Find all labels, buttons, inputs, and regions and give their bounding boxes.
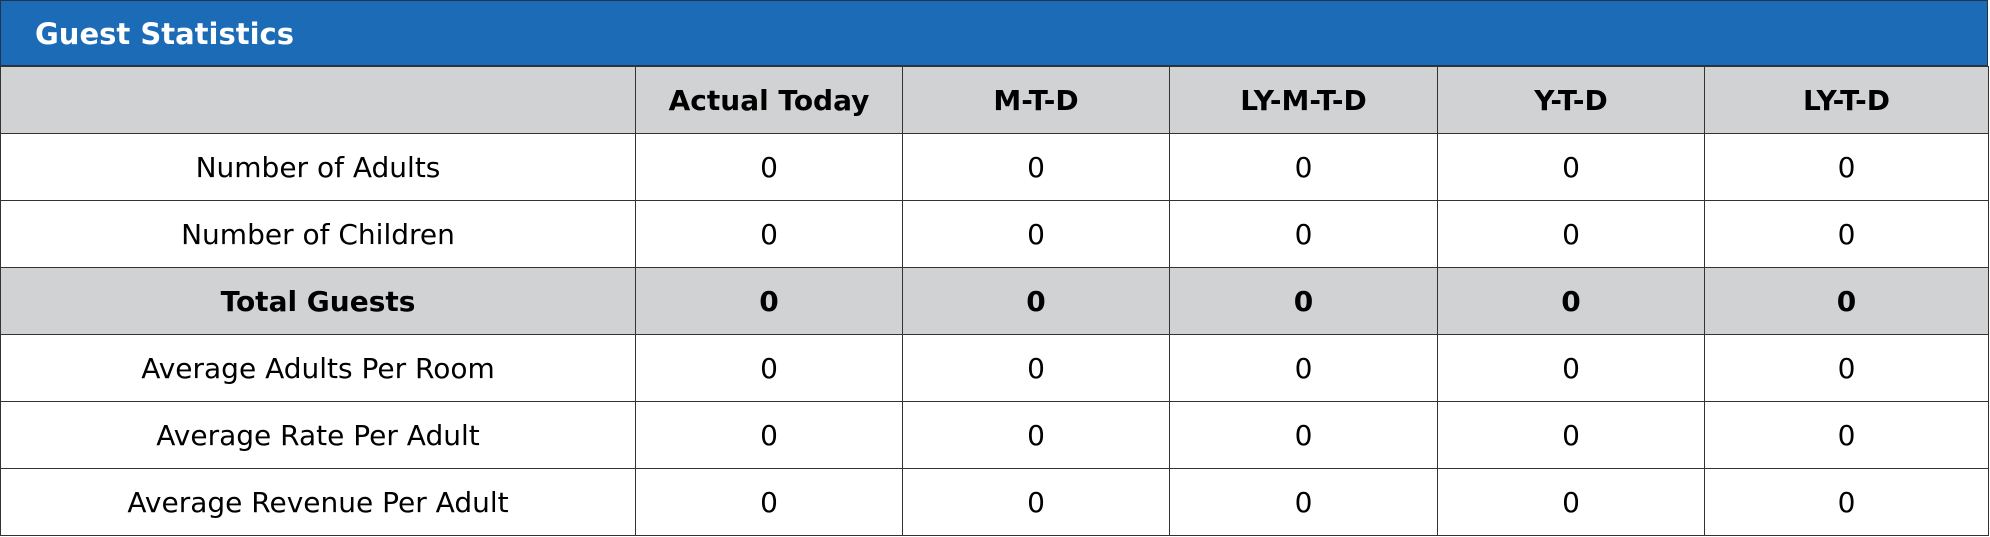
header-cell: M-T-D [902, 66, 1170, 134]
value-cell: 0 [1169, 468, 1438, 536]
header-row: Actual Today M-T-D LY-M-T-D Y-T-D LY-T-D [0, 66, 1989, 134]
value-cell: 0 [902, 468, 1170, 536]
value-cell: 0 [1169, 267, 1438, 335]
value-cell: 0 [635, 401, 903, 469]
value-cell: 0 [1704, 468, 1989, 536]
row-label: Number of Adults [0, 133, 636, 201]
header-cell: LY-M-T-D [1169, 66, 1438, 134]
value-cell: 0 [1169, 334, 1438, 402]
value-cell: 0 [1437, 468, 1705, 536]
value-cell: 0 [1437, 133, 1705, 201]
value-cell: 0 [1437, 401, 1705, 469]
value-cell: 0 [635, 334, 903, 402]
value-cell: 0 [1704, 200, 1989, 268]
value-cell: 0 [902, 200, 1170, 268]
row-label: Average Rate Per Adult [0, 401, 636, 469]
table-row: Number of Children 0 0 0 0 0 [0, 200, 1989, 268]
header-cell [0, 66, 636, 134]
value-cell: 0 [1704, 267, 1989, 335]
stats-table: Actual Today M-T-D LY-M-T-D Y-T-D LY-T-D… [0, 66, 1989, 536]
header-cell: LY-T-D [1704, 66, 1989, 134]
table-row: Average Revenue Per Adult 0 0 0 0 0 [0, 468, 1989, 536]
value-cell: 0 [902, 401, 1170, 469]
value-cell: 0 [635, 468, 903, 536]
table-row: Total Guests 0 0 0 0 0 [0, 267, 1989, 335]
value-cell: 0 [1169, 133, 1438, 201]
row-label: Average Revenue Per Adult [0, 468, 636, 536]
value-cell: 0 [1437, 267, 1705, 335]
header-cell: Y-T-D [1437, 66, 1705, 134]
row-label: Number of Children [0, 200, 636, 268]
value-cell: 0 [635, 200, 903, 268]
row-label: Total Guests [0, 267, 636, 335]
panel-title: Guest Statistics [0, 0, 1988, 66]
header-cell: Actual Today [635, 66, 903, 134]
value-cell: 0 [902, 334, 1170, 402]
value-cell: 0 [1704, 133, 1989, 201]
value-cell: 0 [635, 133, 903, 201]
table-row: Number of Adults 0 0 0 0 0 [0, 133, 1989, 201]
value-cell: 0 [1437, 200, 1705, 268]
value-cell: 0 [902, 267, 1170, 335]
value-cell: 0 [1704, 401, 1989, 469]
value-cell: 0 [635, 267, 903, 335]
value-cell: 0 [1169, 401, 1438, 469]
table-row: Average Rate Per Adult 0 0 0 0 0 [0, 401, 1989, 469]
value-cell: 0 [1437, 334, 1705, 402]
table-body: Number of Adults 0 0 0 0 0 Number of Children 0… [0, 133, 1989, 536]
row-label: Average Adults Per Room [0, 334, 636, 402]
value-cell: 0 [1704, 334, 1989, 402]
value-cell: 0 [1169, 200, 1438, 268]
value-cell: 0 [902, 133, 1170, 201]
table-row: Average Adults Per Room 0 0 0 0 0 [0, 334, 1989, 402]
